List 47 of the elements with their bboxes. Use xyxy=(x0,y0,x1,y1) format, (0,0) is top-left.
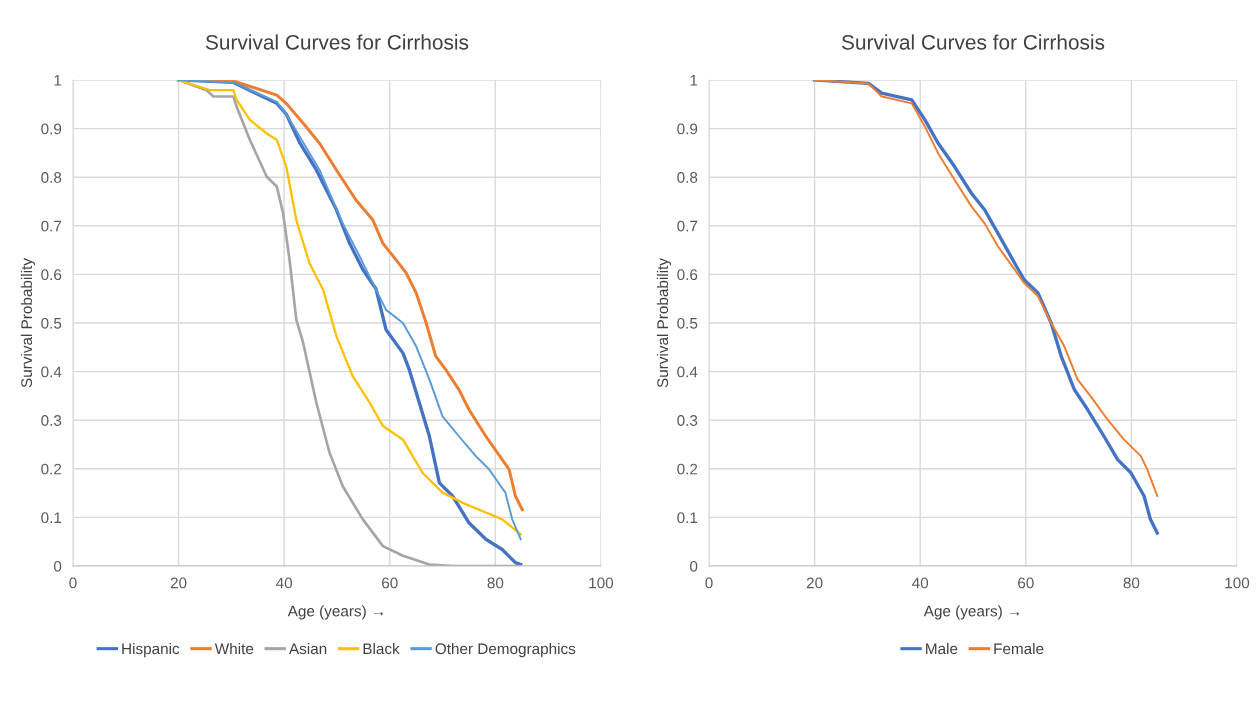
x-tick-label: 20 xyxy=(170,577,187,589)
y-tick-label: 0.2 xyxy=(677,463,698,475)
x-tick-label: 60 xyxy=(382,577,398,589)
x-axis-title: Age (years) → xyxy=(287,605,384,620)
y-tick-label: 0.8 xyxy=(677,172,698,183)
legend-label: Female xyxy=(994,642,1044,655)
x-tick-label: 100 xyxy=(1225,577,1250,589)
y-tick-label: 0.1 xyxy=(41,512,62,524)
y-tick-label: 0.3 xyxy=(677,415,698,426)
x-tick-label: 0 xyxy=(705,577,713,589)
y-tick-label: 0.5 xyxy=(677,317,698,329)
y-tick-label: 0.9 xyxy=(41,123,62,135)
y-tick-label: 1 xyxy=(54,75,62,86)
legend-label: Hispanic xyxy=(122,642,180,658)
x-tick-label: 0 xyxy=(69,577,77,589)
y-tick-label: 1 xyxy=(690,75,698,86)
x-tick-label: 80 xyxy=(1123,577,1140,589)
legend-label: Male xyxy=(926,642,958,655)
legend-label: Black xyxy=(363,642,400,655)
y-tick-label: 0.4 xyxy=(677,366,698,378)
y-tick-label: 0.7 xyxy=(41,220,62,232)
y-tick-label: 0.8 xyxy=(41,172,62,183)
legend-label: White xyxy=(214,642,254,655)
chart-title: Survival Curves for Cirrhosis xyxy=(841,34,1105,50)
legend-label: Asian xyxy=(289,642,327,655)
y-tick-label: 0.5 xyxy=(41,317,62,329)
legend-label: Other Demographics xyxy=(435,642,576,658)
x-axis-title: Age (years) → xyxy=(923,605,1020,620)
y-tick-label: 0 xyxy=(690,560,698,572)
y-tick-label: 0.3 xyxy=(41,415,62,426)
chart-title: Survival Curves for Cirrhosis xyxy=(205,34,469,50)
y-tick-label: 0.2 xyxy=(41,463,62,475)
y-tick-label: 0.6 xyxy=(677,269,698,281)
x-tick-label: 100 xyxy=(589,577,614,589)
y-tick-label: 0 xyxy=(53,560,62,572)
y-axis-title: Survival Probability xyxy=(20,258,36,388)
y-tick-label: 0.1 xyxy=(677,512,698,524)
y-tick-label: 0.4 xyxy=(41,366,62,378)
y-tick-label: 0.9 xyxy=(677,123,698,135)
x-tick-label: 80 xyxy=(487,577,504,589)
y-tick-label: 0.7 xyxy=(677,220,698,232)
x-tick-label: 40 xyxy=(276,577,293,589)
x-tick-label: 60 xyxy=(1018,577,1034,589)
y-tick-label: 0.6 xyxy=(41,269,62,281)
y-axis-title: Survival Probability xyxy=(656,258,672,388)
x-tick-label: 20 xyxy=(806,577,823,589)
x-tick-label: 40 xyxy=(912,577,929,589)
